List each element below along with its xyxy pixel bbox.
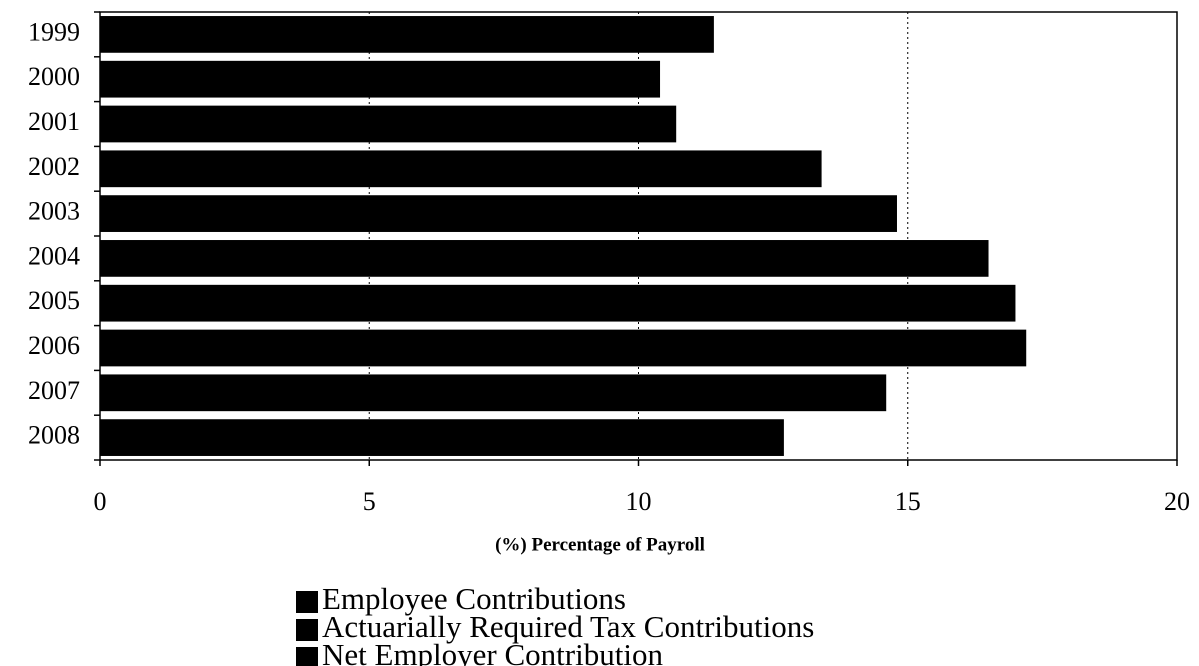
legend-label: Net Employer Contribution (322, 637, 663, 666)
y-tick-label: 2004 (28, 241, 80, 270)
y-tick-label: 2002 (28, 152, 80, 181)
bar (100, 150, 822, 188)
y-tick-label: 2001 (28, 107, 80, 136)
x-tick-label: 5 (363, 487, 376, 516)
bar (100, 105, 677, 143)
bar (100, 240, 989, 277)
y-tick-label: 2007 (28, 376, 80, 405)
x-tick-label: 0 (94, 487, 107, 516)
bar (100, 284, 1016, 322)
y-tick-label: 2008 (28, 421, 80, 450)
y-tick-label: 2000 (28, 62, 80, 91)
x-tick-label: 20 (1164, 487, 1190, 516)
legend-swatch (296, 591, 318, 613)
x-tick-label: 15 (895, 487, 921, 516)
bar (100, 374, 887, 412)
bar (100, 60, 661, 98)
bar (100, 329, 1027, 367)
legend-label: Actuarially Required Tax Contributions (322, 609, 814, 644)
bar (100, 195, 897, 232)
bar (100, 16, 714, 53)
y-tick-label: 2005 (28, 286, 80, 315)
y-tick-label: 2003 (28, 197, 80, 226)
legend-swatch (296, 619, 318, 641)
legend-label: Employee Contributions (322, 581, 626, 616)
x-tick-label: 10 (626, 487, 652, 516)
y-tick-label: 2006 (28, 331, 80, 360)
y-tick-label: 1999 (28, 17, 80, 46)
legend-swatch (296, 647, 318, 666)
bar (100, 419, 784, 456)
x-axis-label: (%) Percentage of Payroll (495, 534, 705, 555)
